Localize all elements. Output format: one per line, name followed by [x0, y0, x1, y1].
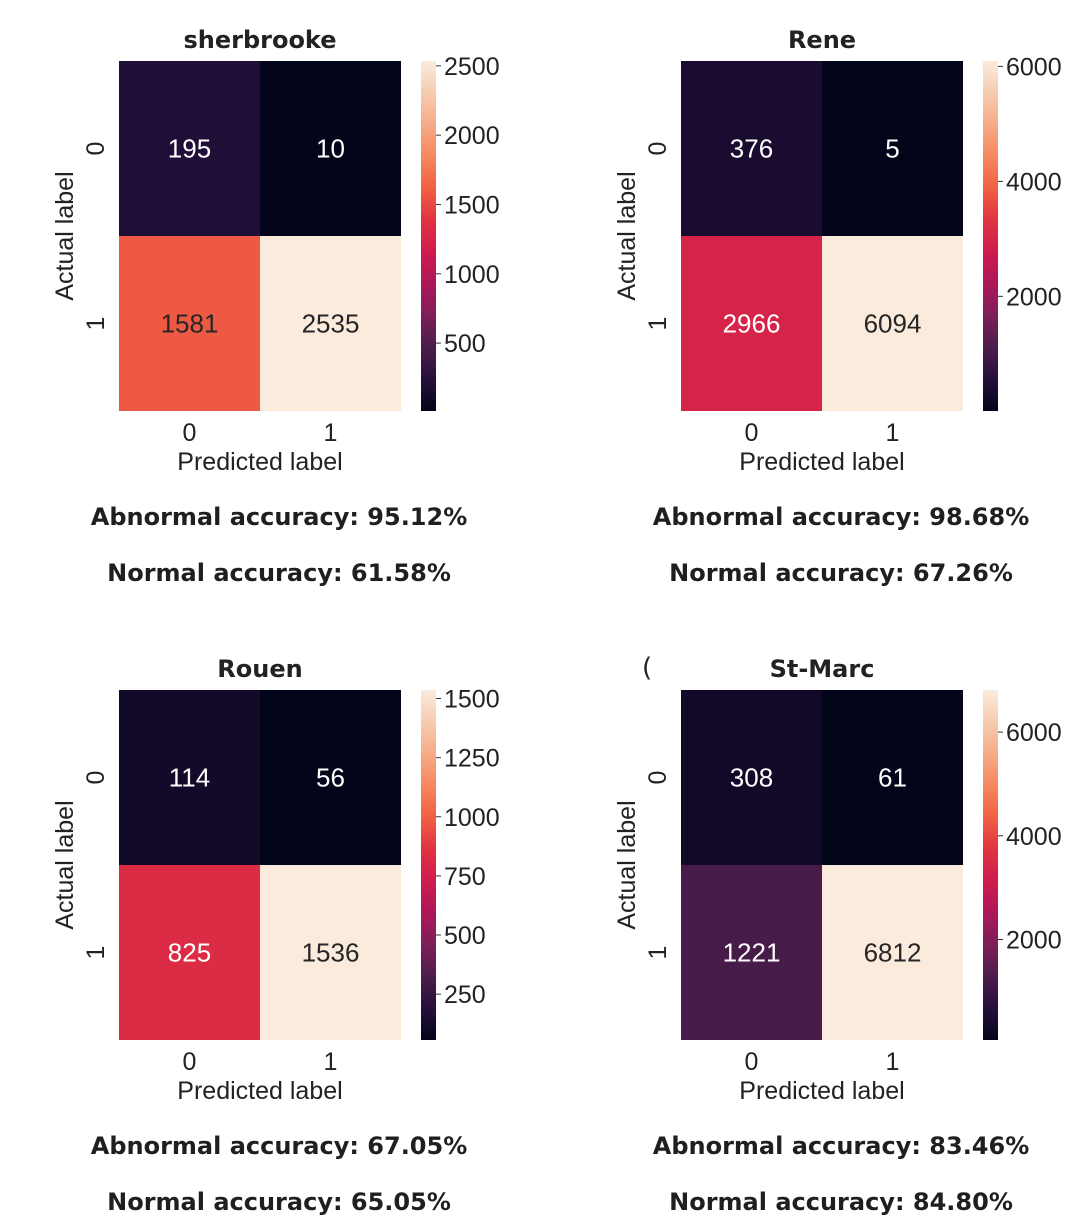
colorbar-tick-label: 2000: [1006, 283, 1062, 311]
heatmap-cell-0-0: [681, 690, 822, 865]
y-axis-label: Actual label: [51, 800, 79, 929]
normal-accuracy: Normal accuracy: 65.05%: [107, 1188, 451, 1216]
heatmap-cell-1-0: [681, 865, 822, 1040]
y-tick-label: 0: [644, 771, 672, 785]
colorbar-tick-label: 6000: [1006, 53, 1062, 81]
abnormal-accuracy: Abnormal accuracy: 67.05%: [91, 1132, 468, 1160]
chart-title: sherbrooke: [183, 26, 336, 54]
stray-bracket-mark: (: [642, 653, 653, 683]
heatmap-cell-1-0: [119, 236, 260, 411]
chart-title: Rene: [788, 26, 856, 54]
heatmap-cell-0-0: [119, 690, 260, 865]
y-tick-label: 1: [82, 317, 110, 331]
cell-value-0-0: 308: [730, 763, 773, 793]
colorbar-tick-label: 500: [444, 922, 486, 950]
colorbar-tick-label: 500: [444, 330, 486, 358]
colorbar-tick-label: 1000: [444, 804, 500, 832]
confusion-matrix-panel-st-marc: St-Marc 308 61 1221 6812 0 1 Predicted label 0 1 A…: [562, 629, 1091, 1229]
cell-value-1-1: 6812: [864, 938, 922, 968]
normal-accuracy: Normal accuracy: 67.26%: [669, 559, 1013, 587]
colorbar: [983, 690, 998, 1040]
x-axis-label: Predicted label: [177, 1077, 342, 1105]
abnormal-accuracy: Abnormal accuracy: 83.46%: [653, 1132, 1030, 1160]
chart-title: Rouen: [217, 655, 302, 683]
y-tick-label: 0: [82, 142, 110, 156]
heatmap-cell-1-0: [119, 865, 260, 1040]
y-tick-label: 0: [82, 771, 110, 785]
cell-value-1-1: 1536: [302, 938, 360, 968]
y-axis-label: Actual label: [613, 171, 641, 300]
x-tick-label: 0: [183, 419, 197, 447]
abnormal-accuracy: Abnormal accuracy: 98.68%: [653, 503, 1030, 531]
chart-title: St-Marc: [770, 655, 875, 683]
heatmap-cell-1-1: [260, 865, 401, 1040]
cell-value-1-0: 1221: [723, 938, 781, 968]
y-axis-label: Actual label: [613, 800, 641, 929]
cell-value-1-0: 825: [168, 938, 211, 968]
colorbar: [421, 690, 436, 1040]
y-tick-label: 1: [82, 946, 110, 960]
heatmap-cell-1-1: [822, 236, 963, 411]
heatmap-cell-1-0: [681, 236, 822, 411]
x-tick-label: 1: [886, 1048, 900, 1076]
heatmap-cell-0-1: [260, 61, 401, 236]
cell-value-0-0: 195: [168, 134, 211, 164]
cell-value-0-1: 5: [885, 134, 899, 164]
colorbar-tick-label: 1250: [444, 745, 500, 773]
x-tick-label: 1: [324, 419, 338, 447]
x-tick-label: 0: [745, 419, 759, 447]
colorbar-tick-label: 2500: [444, 53, 500, 81]
cell-value-1-1: 6094: [864, 309, 922, 339]
confusion-matrix-panel-rene: Rene 376 5 2966 6094 0 1 Predicted label 0 1 Actua…: [562, 0, 1091, 600]
cell-value-1-1: 2535: [302, 309, 360, 339]
colorbar: [983, 61, 998, 411]
abnormal-accuracy: Abnormal accuracy: 95.12%: [91, 503, 468, 531]
heatmap-cell-0-1: [822, 690, 963, 865]
cell-value-0-0: 114: [169, 763, 210, 793]
colorbar-tick-label: 4000: [1006, 823, 1062, 851]
x-axis-label: Predicted label: [739, 448, 904, 476]
y-tick-label: 0: [644, 142, 672, 156]
x-tick-label: 0: [745, 1048, 759, 1076]
colorbar-tick-label: 1500: [444, 686, 500, 714]
x-axis-label: Predicted label: [739, 1077, 904, 1105]
colorbar-tick-label: 1000: [444, 261, 500, 289]
colorbar-tick-label: 1500: [444, 191, 500, 219]
confusion-matrix-panel-rouen: Rouen 114 56 825 1536 0 1 Predicted label 0 1 Actu…: [0, 629, 545, 1229]
x-axis-label: Predicted label: [177, 448, 342, 476]
cell-value-1-0: 2966: [723, 309, 781, 339]
colorbar-tick-label: 4000: [1006, 168, 1062, 196]
confusion-matrix-panel-sherbrooke: sherbrooke 195 10 1581 2535 0 1 Predicted label…: [0, 0, 545, 600]
y-axis-label: Actual label: [51, 171, 79, 300]
x-tick-label: 1: [324, 1048, 338, 1076]
x-tick-label: 0: [183, 1048, 197, 1076]
colorbar-tick-label: 2000: [1006, 926, 1062, 954]
y-tick-label: 1: [644, 946, 672, 960]
heatmap-cell-1-1: [822, 865, 963, 1040]
x-tick-label: 1: [886, 419, 900, 447]
normal-accuracy: Normal accuracy: 84.80%: [669, 1188, 1013, 1216]
heatmap-cell-1-1: [260, 236, 401, 411]
cell-value-0-1: 56: [316, 763, 345, 793]
y-tick-label: 1: [644, 317, 672, 331]
normal-accuracy: Normal accuracy: 61.58%: [107, 559, 451, 587]
cell-value-0-0: 376: [730, 134, 773, 164]
cell-value-0-1: 61: [878, 763, 907, 793]
colorbar: [421, 61, 436, 411]
heatmap-cell-0-0: [119, 61, 260, 236]
cell-value-0-1: 10: [316, 134, 345, 164]
colorbar-tick-label: 750: [444, 863, 486, 891]
heatmap-cell-0-1: [822, 61, 963, 236]
cell-value-1-0: 1581: [161, 309, 219, 339]
heatmap-cell-0-1: [260, 690, 401, 865]
colorbar-tick-label: 6000: [1006, 719, 1062, 747]
colorbar-tick-label: 250: [444, 981, 486, 1009]
heatmap-cell-0-0: [681, 61, 822, 236]
colorbar-tick-label: 2000: [444, 122, 500, 150]
